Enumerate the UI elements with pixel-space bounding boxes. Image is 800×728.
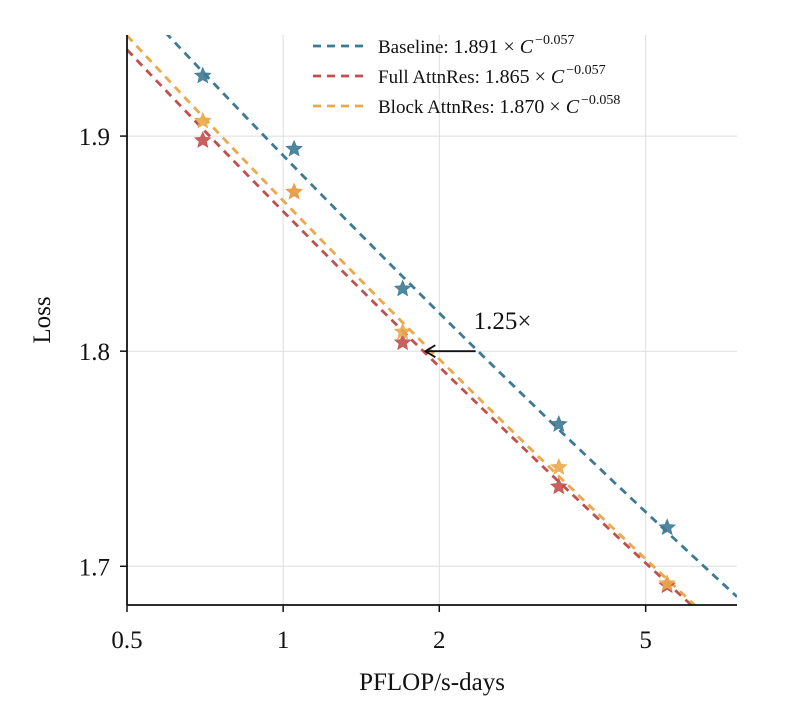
y-axis-title: Loss bbox=[29, 296, 56, 343]
legend-label: Block AttnRes: 1.870 × C −0.058 bbox=[378, 93, 620, 118]
data-point-star bbox=[393, 279, 412, 297]
x-tick-label: 2 bbox=[433, 627, 446, 654]
x-tick-label: 0.5 bbox=[111, 627, 142, 654]
legend: Baseline: 1.891 × C −0.057 Full AttnRes: 1… bbox=[313, 33, 620, 118]
x-axis-title: PFLOP/s-days bbox=[359, 669, 505, 696]
axes bbox=[120, 35, 737, 612]
fit-line-full-attnres bbox=[127, 48, 694, 605]
data-point-star bbox=[658, 518, 676, 536]
data-point-star bbox=[549, 458, 568, 475]
x-tick-label: 5 bbox=[639, 627, 652, 654]
data-point-star bbox=[193, 111, 212, 129]
speedup-label: 1.25× bbox=[474, 308, 532, 335]
tick-labels: 0.5 1 2 5 1.7 1.8 1.9 bbox=[79, 124, 652, 654]
y-tick-label: 1.8 bbox=[79, 339, 110, 366]
data-point-star bbox=[393, 333, 412, 351]
legend-label: Full AttnRes: 1.865 × C −0.057 bbox=[378, 63, 606, 88]
data-point-star bbox=[285, 182, 303, 200]
data-point-star bbox=[658, 574, 676, 592]
legend-label: Baseline: 1.891 × C −0.057 bbox=[378, 33, 574, 58]
speedup-arrowhead bbox=[423, 344, 436, 358]
fit-line-baseline bbox=[165, 35, 737, 598]
y-tick-label: 1.7 bbox=[79, 554, 110, 581]
data-points bbox=[193, 66, 676, 594]
data-point-star bbox=[393, 322, 412, 340]
x-tick-label: 1 bbox=[277, 627, 290, 654]
grid-lines bbox=[127, 35, 737, 605]
speedup-annotation: 1.25× bbox=[423, 308, 532, 358]
data-point-star bbox=[285, 139, 303, 157]
y-tick-label: 1.9 bbox=[79, 124, 110, 151]
data-point-star bbox=[549, 477, 568, 495]
data-point-star bbox=[193, 66, 212, 84]
data-point-star bbox=[193, 131, 212, 148]
data-point-star bbox=[549, 415, 568, 432]
